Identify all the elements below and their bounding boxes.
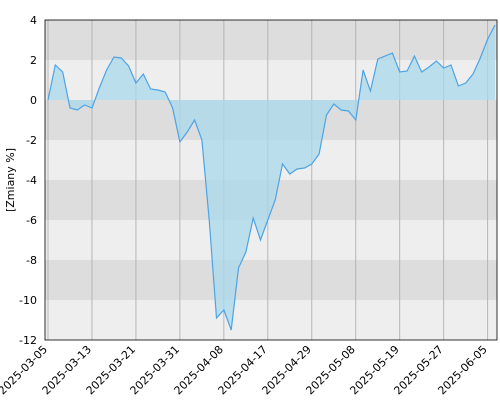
band	[45, 260, 497, 300]
y-tick-label: -4	[26, 174, 37, 187]
band	[45, 300, 497, 340]
line	[47, 24, 496, 331]
y-axis-label: [Zmiany %]	[4, 148, 17, 212]
y-tick-label: -12	[19, 334, 37, 347]
y-tick-label: -8	[26, 254, 37, 267]
y-tick-label: -2	[26, 134, 37, 147]
y-tick-label: 2	[30, 54, 37, 67]
plot-border	[44, 19, 498, 341]
y-tick-label: 4	[30, 14, 37, 27]
band	[45, 20, 497, 60]
y-tick-label: 0	[30, 94, 37, 107]
y-tick-label: -6	[26, 214, 37, 227]
band	[45, 220, 497, 260]
area	[48, 25, 495, 330]
y-tick-label: -10	[19, 294, 37, 307]
